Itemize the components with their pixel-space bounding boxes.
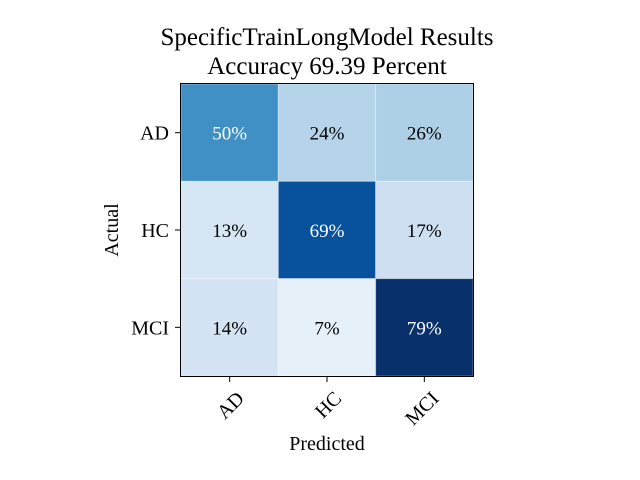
cell-value-label: 50% [212, 124, 247, 145]
cell-value-label: 69% [310, 221, 345, 242]
heatmap-cell-labels: 50% 24% 26% 13% 69% 17% 14% 7% 79% [212, 124, 442, 340]
heatmap-cell-ad-hc [277, 83, 377, 182]
heatmap-cell-hc-hc [277, 180, 377, 280]
cell-value-label: 13% [212, 221, 247, 242]
cell-value-label: 79% [407, 318, 442, 339]
x-tick-label: HC [311, 388, 346, 423]
heatmap-cell-ad-ad [180, 83, 279, 182]
x-tick-label: AD [213, 388, 249, 424]
chart-subtitle: Accuracy 69.39 Percent [207, 53, 447, 80]
cell-value-label: 24% [310, 124, 345, 145]
heatmap-cell-hc-ad [180, 180, 279, 280]
x-tick-label: MCI [401, 388, 443, 430]
y-tick-label: HC [141, 220, 169, 242]
y-tick-label: MCI [131, 317, 169, 339]
chart-title: SpecificTrainLongModel Results [160, 24, 493, 51]
x-axis-label: Predicted [289, 433, 365, 455]
cell-value-label: 7% [314, 318, 340, 339]
heatmap-cells [180, 83, 474, 377]
cell-value-label: 26% [407, 124, 442, 145]
y-axis-ticks: AD HC MCI [131, 123, 181, 339]
y-axis-label: Actual [101, 203, 123, 257]
heatmap-cell-mci-hc [277, 278, 377, 377]
heatmap-cell-hc-mci [375, 180, 474, 280]
cell-value-label: 17% [407, 221, 442, 242]
x-axis-ticks: AD HC MCI [213, 376, 443, 430]
cell-value-label: 14% [212, 318, 247, 339]
y-tick-label: AD [140, 123, 169, 145]
